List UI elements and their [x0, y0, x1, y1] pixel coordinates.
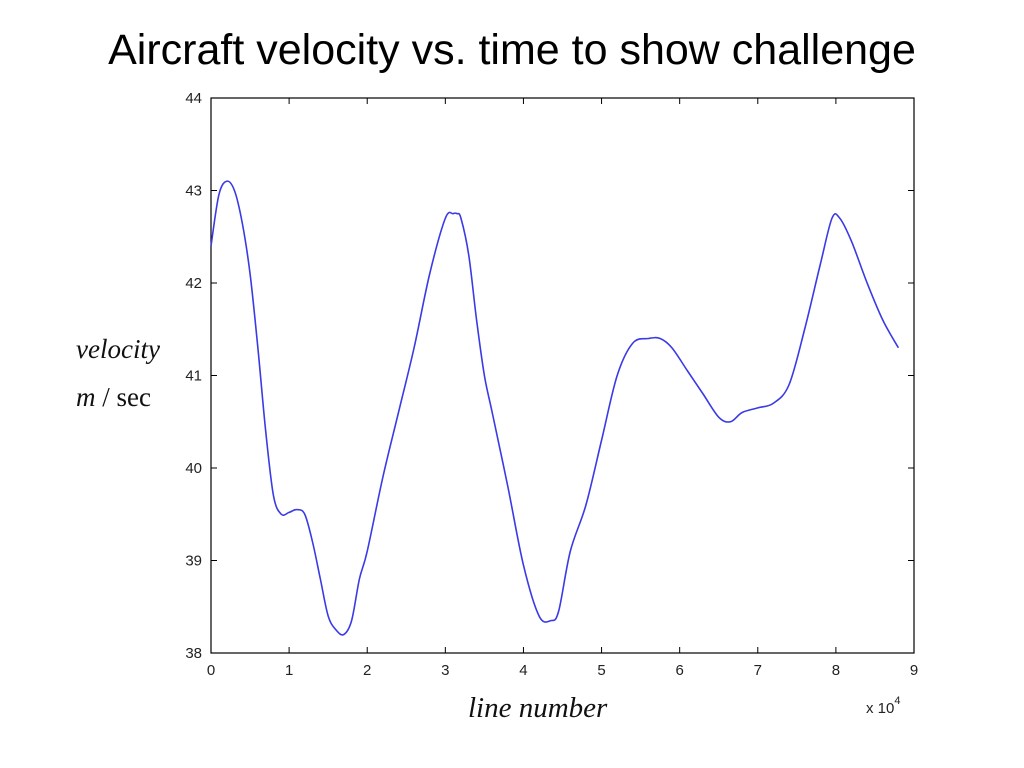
x-tick-label: 7	[754, 662, 762, 679]
plot-area-frame	[210, 97, 915, 654]
y-tick-label: 43	[185, 183, 202, 200]
x-tick-label: 6	[675, 662, 683, 679]
x-tick-label: 2	[363, 662, 371, 679]
x-tick-label: 0	[207, 662, 215, 679]
velocity-series-line	[210, 180, 900, 636]
x-axis-multiplier: x 104	[866, 695, 900, 717]
x-axis-multiplier-exponent: 4	[894, 695, 901, 707]
y-axis-unit-sec: / sec	[95, 382, 151, 412]
y-axis-label-velocity: velocity	[76, 334, 160, 364]
y-tick-label: 38	[185, 645, 202, 662]
y-axis-label-unit: m / sec	[76, 382, 151, 413]
axis-ticks	[210, 97, 915, 654]
y-tick-label: 40	[185, 460, 202, 477]
x-tick-label: 9	[910, 662, 918, 679]
slide-title: Aircraft velocity vs. time to show chall…	[108, 26, 916, 74]
y-tick-label: 39	[185, 553, 202, 570]
y-axis-unit-m: m	[76, 382, 96, 412]
x-tick-label: 3	[441, 662, 449, 679]
x-tick-label: 1	[285, 662, 293, 679]
axis-tick-labels: 0 1 2 3 4 5 6 7 8 9 38 39 40 41 42 43 44	[185, 90, 918, 679]
x-axis-multiplier-base: x 10	[866, 700, 895, 717]
x-tick-label: 4	[519, 662, 527, 679]
x-tick-label: 5	[597, 662, 605, 679]
y-tick-label: 41	[185, 368, 202, 385]
y-tick-label: 44	[185, 90, 202, 107]
y-tick-label: 42	[185, 275, 202, 292]
x-tick-label: 8	[832, 662, 840, 679]
x-axis-label: line number	[468, 692, 608, 724]
